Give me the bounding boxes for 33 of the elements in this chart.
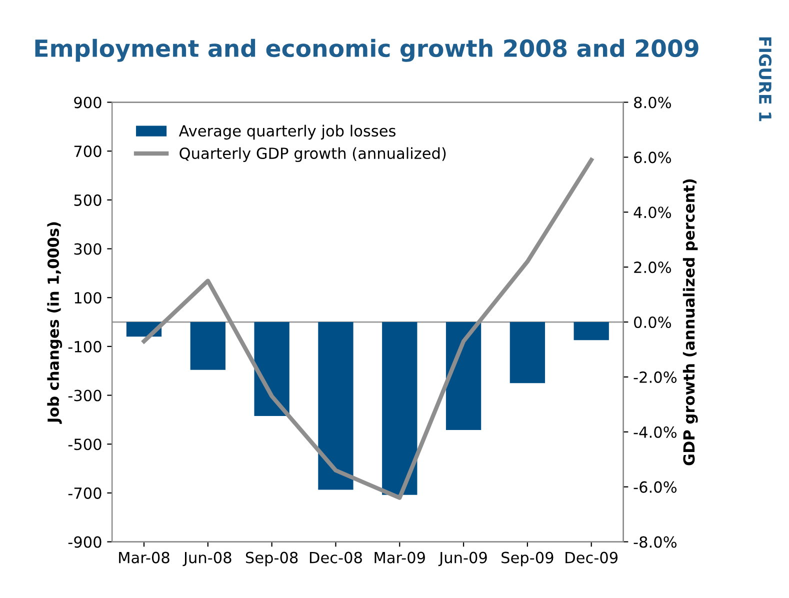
caption: FIGURE 1 bbox=[758, 37, 772, 122]
x-tick-label: Mar-08 bbox=[119, 552, 170, 564]
x-tick-label: Sep-09 bbox=[502, 552, 554, 566]
x-tick-label: Dec-09 bbox=[566, 552, 618, 564]
y-tick-label: 100 bbox=[74, 292, 102, 304]
y2-tick-label: -6.0% bbox=[634, 481, 677, 493]
y-tick-label: -300 bbox=[68, 390, 102, 402]
chart-title: Employment and economic growth 2008 and 2009 bbox=[35, 38, 698, 62]
y2-tick-label: 8.0% bbox=[634, 96, 672, 108]
y2-tick-label: 4.0% bbox=[634, 206, 672, 218]
y-tick-label: -700 bbox=[68, 487, 102, 499]
y-tick-label: 300 bbox=[74, 243, 102, 255]
y2-tick-label: -8.0% bbox=[634, 536, 677, 548]
x-tick-label: Jun-09 bbox=[438, 552, 487, 566]
x-tick-label: Jun-08 bbox=[182, 552, 232, 566]
x-tick-label: Mar-09 bbox=[374, 552, 425, 564]
y2-tick-label: -4.0% bbox=[634, 426, 677, 438]
legend-label: Average quarterly job losses bbox=[178, 124, 396, 140]
y2-tick-label: -2.0% bbox=[634, 371, 677, 383]
y-axis-title: Job changes (in 1,000s) bbox=[47, 222, 62, 424]
y-tick-label: 900 bbox=[74, 96, 102, 108]
y2-tick-label: 2.0% bbox=[634, 262, 672, 274]
x-tick-label: Dec-08 bbox=[310, 552, 362, 564]
y-tick-label: -100 bbox=[68, 340, 102, 352]
y-tick-label: 500 bbox=[74, 194, 102, 206]
y-tick-label: -900 bbox=[68, 536, 102, 548]
x-tick-label: Sep-08 bbox=[246, 552, 298, 566]
y2-axis-title: GDP growth (annualized percent) bbox=[682, 179, 698, 466]
y-tick-label: -500 bbox=[68, 438, 102, 450]
y-tick-label: 700 bbox=[74, 146, 102, 158]
y2-tick-label: 0.0% bbox=[634, 316, 672, 328]
legend-label: Quarterly GDP growth (annualized) bbox=[180, 147, 446, 162]
y2-tick-label: 6.0% bbox=[634, 152, 672, 164]
